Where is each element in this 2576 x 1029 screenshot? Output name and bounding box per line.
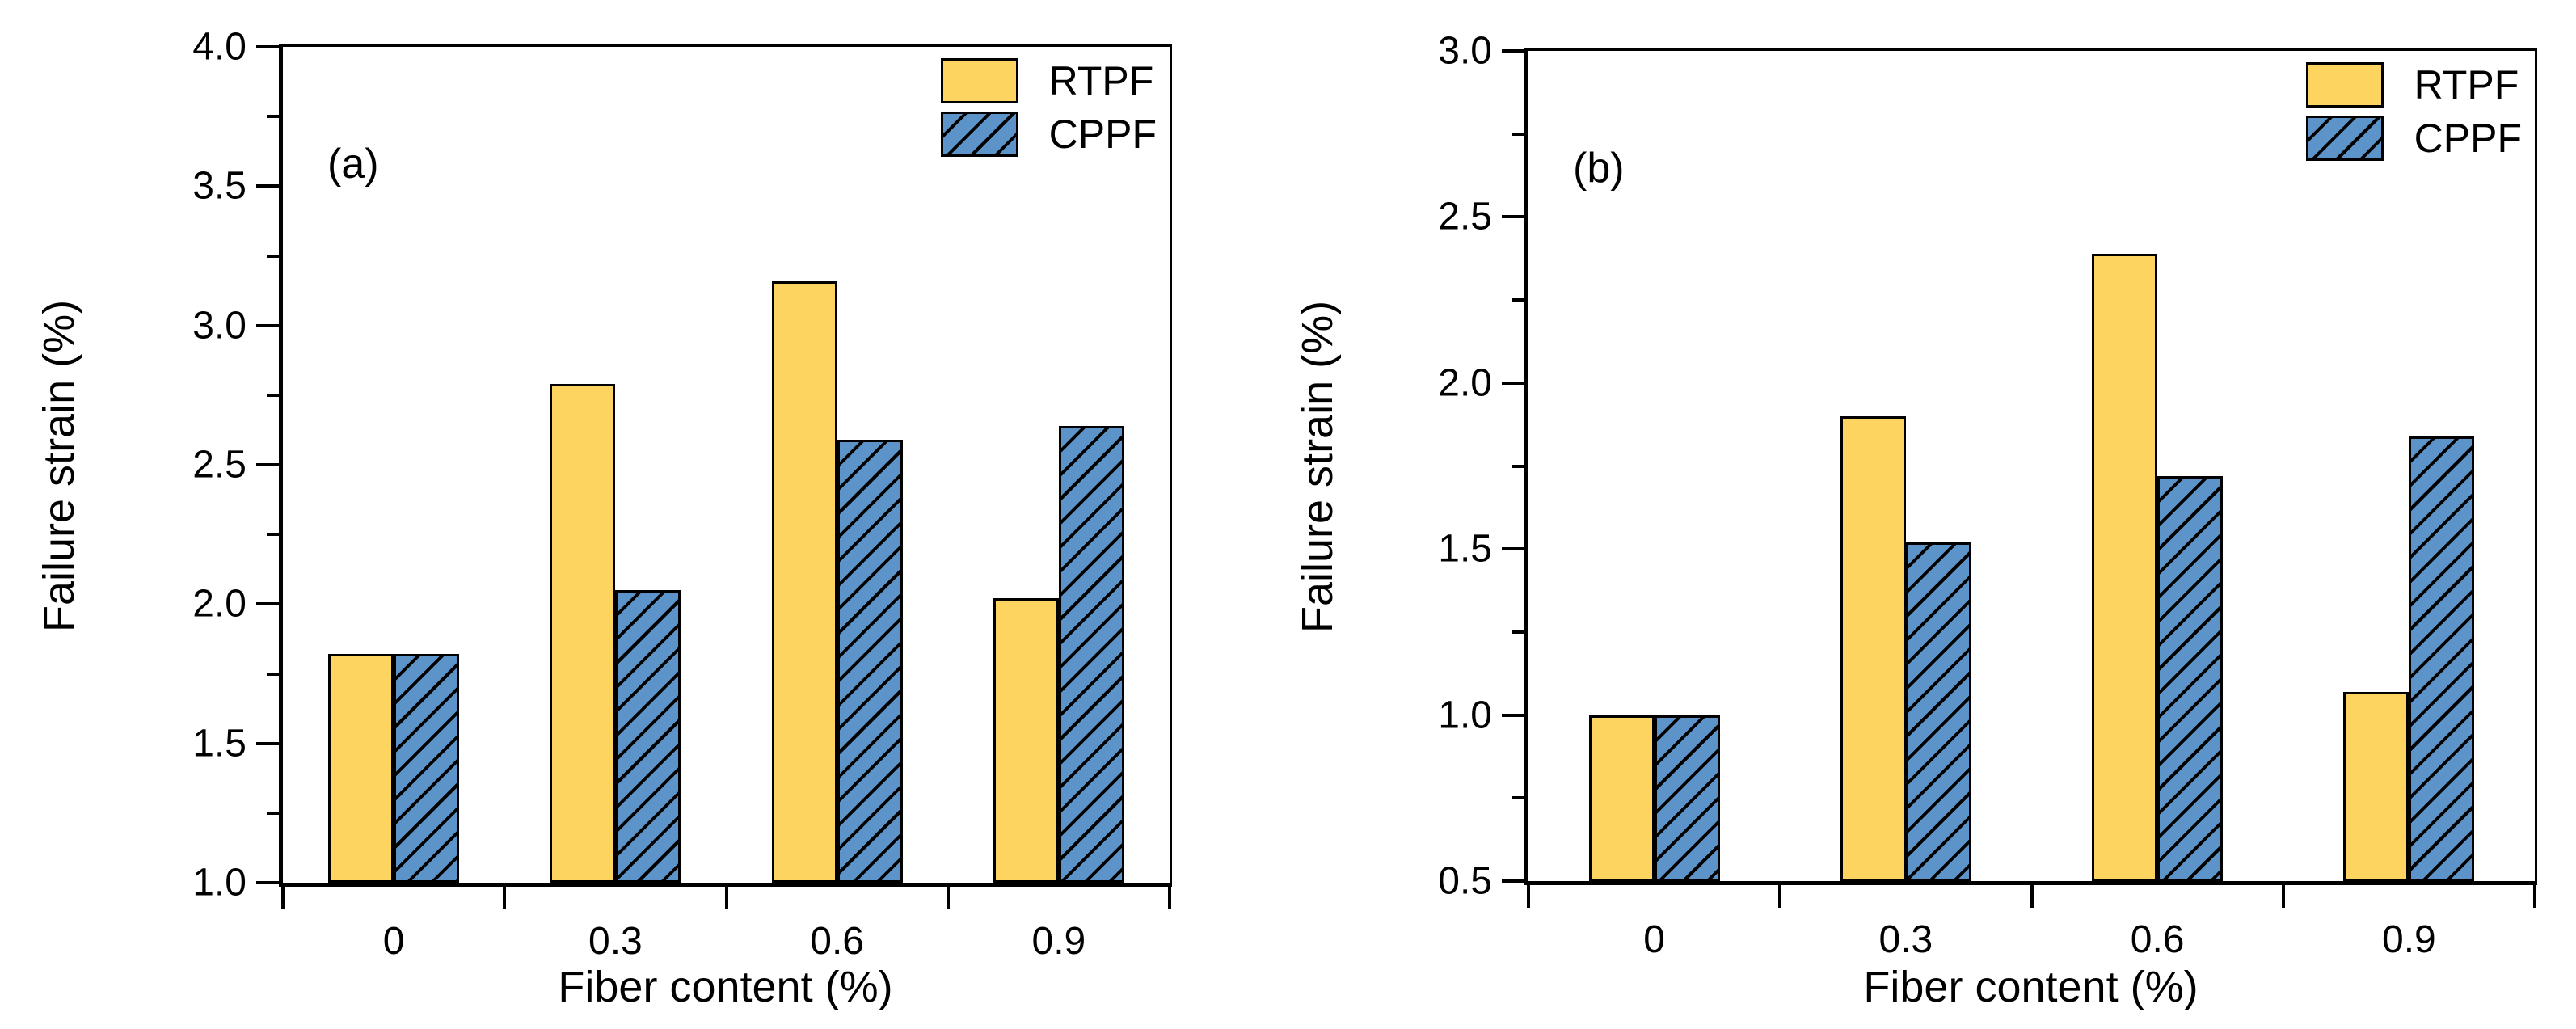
y-tick-minor bbox=[1512, 796, 1524, 800]
panel-label-a: (a) bbox=[327, 141, 379, 188]
legend-swatch-rtpf bbox=[2305, 62, 2384, 108]
x-tick-label: 0.3 bbox=[1878, 918, 1933, 961]
x-tick bbox=[724, 887, 728, 909]
x-axis-title: Fiber content (%) bbox=[1863, 963, 2199, 1011]
chart-panel-b: Failure strain (%) (b) RTPF CPPF 0.5 1.0 1… bbox=[1288, 0, 2576, 1029]
bar-cppf-0.6 bbox=[837, 439, 903, 883]
y-tick-label: 4.0 bbox=[192, 25, 247, 69]
legend-label-cppf: CPPF bbox=[2414, 116, 2522, 161]
y-tick-minor bbox=[267, 811, 279, 815]
x-tick bbox=[1778, 885, 1782, 908]
bar-cppf-0 bbox=[1654, 715, 1720, 881]
x-tick-label: 0.9 bbox=[1031, 920, 1086, 963]
x-tick bbox=[2281, 885, 2285, 908]
bar-rtpf-0.6 bbox=[771, 280, 837, 883]
bar-rtpf-0.3 bbox=[550, 384, 616, 883]
y-tick-minor bbox=[1512, 132, 1524, 136]
y-tick-label: 2.0 bbox=[192, 582, 247, 626]
y-tick-major bbox=[256, 463, 279, 466]
legend-item-cppf: CPPF bbox=[2305, 116, 2522, 161]
y-tick-major bbox=[256, 45, 279, 48]
bar-rtpf-0.3 bbox=[1840, 415, 1906, 881]
legend-label-rtpf: RTPF bbox=[1048, 58, 1154, 103]
y-tick-minor bbox=[267, 533, 279, 537]
y-tick-label: 2.5 bbox=[192, 443, 247, 487]
bar-cppf-0.3 bbox=[615, 590, 681, 883]
legend-a: RTPF CPPF bbox=[940, 58, 1157, 157]
legend-item-cppf: CPPF bbox=[940, 112, 1157, 157]
x-tick-label: 0 bbox=[1643, 918, 1665, 961]
y-tick-label: 0.5 bbox=[1438, 859, 1492, 903]
y-tick-major bbox=[1502, 215, 1524, 219]
y-tick-major bbox=[1502, 547, 1524, 551]
x-tick-label: 0.6 bbox=[810, 920, 864, 963]
bar-rtpf-0 bbox=[328, 654, 394, 883]
y-tick-major bbox=[256, 184, 279, 188]
bar-rtpf-0 bbox=[1588, 715, 1655, 881]
bar-cppf-0.9 bbox=[1058, 425, 1124, 883]
chart-panel-a: Failure strain (%) (a) RTPF CPPF 1.0 1.5 2… bbox=[35, 26, 1172, 1011]
legend-b: RTPF CPPF bbox=[2305, 62, 2522, 161]
bar-rtpf-0.9 bbox=[2343, 691, 2409, 881]
y-tick-major bbox=[256, 323, 279, 327]
legend-item-rtpf: RTPF bbox=[2305, 62, 2522, 108]
y-tick-minor bbox=[1512, 630, 1524, 634]
y-tick-major bbox=[1502, 879, 1524, 883]
y-tick-major bbox=[256, 602, 279, 606]
y-tick-major bbox=[1502, 49, 1524, 53]
y-tick-label: 1.5 bbox=[192, 722, 247, 765]
y-tick-minor bbox=[267, 115, 279, 119]
y-tick-label: 3.5 bbox=[192, 164, 247, 208]
bar-rtpf-0.6 bbox=[2092, 253, 2158, 881]
bar-cppf-0.6 bbox=[2157, 475, 2224, 881]
x-tick-label: 0.6 bbox=[2130, 918, 2185, 961]
plot-area-b: (b) RTPF CPPF 0.5 1.0 1.5 2.0 2.5 3.0 0 0.3 0.6 0… bbox=[1438, 30, 2537, 961]
y-axis-title: Failure strain (%) bbox=[1293, 300, 1342, 634]
x-tick-label: 0 bbox=[382, 920, 405, 963]
y-tick-major bbox=[1502, 713, 1524, 717]
legend-swatch-cppf bbox=[940, 112, 1018, 157]
y-tick-major bbox=[256, 881, 279, 884]
plot-area-a: (a) RTPF CPPF 1.0 1.5 2.0 2.5 3.0 3.5 4.0 0 0.3 0… bbox=[192, 26, 1172, 963]
y-tick-label: 1.0 bbox=[192, 861, 247, 905]
x-tick bbox=[946, 887, 950, 909]
legend-label-rtpf: RTPF bbox=[2414, 62, 2519, 108]
x-tick bbox=[281, 887, 285, 909]
y-axis-title: Failure strain (%) bbox=[35, 299, 83, 632]
x-tick bbox=[1527, 885, 1530, 908]
legend-item-rtpf: RTPF bbox=[940, 58, 1157, 103]
y-tick-label: 3.0 bbox=[192, 304, 247, 348]
y-tick-minor bbox=[267, 672, 279, 676]
y-tick-minor bbox=[1512, 464, 1524, 468]
y-tick-minor bbox=[1512, 298, 1524, 302]
y-tick-label: 2.0 bbox=[1438, 361, 1492, 405]
legend-swatch-cppf bbox=[2305, 116, 2384, 161]
x-axis-title: Fiber content (%) bbox=[558, 963, 893, 1011]
legend-swatch-rtpf bbox=[940, 58, 1018, 103]
panel-label-b: (b) bbox=[1573, 145, 1625, 192]
y-tick-label: 1.0 bbox=[1438, 694, 1492, 737]
y-tick-minor bbox=[267, 393, 279, 397]
legend-label-cppf: CPPF bbox=[1048, 112, 1157, 157]
x-tick-label: 0.9 bbox=[2382, 918, 2436, 961]
x-tick-label: 0.3 bbox=[588, 920, 643, 963]
y-tick-label: 3.0 bbox=[1438, 29, 1492, 73]
x-tick bbox=[1168, 887, 1171, 909]
bar-cppf-0.3 bbox=[1905, 542, 1971, 881]
y-tick-label: 2.5 bbox=[1438, 195, 1492, 238]
x-tick bbox=[2533, 885, 2536, 908]
y-tick-minor bbox=[267, 254, 279, 258]
bar-cppf-0 bbox=[394, 654, 460, 883]
y-tick-label: 1.5 bbox=[1438, 527, 1492, 571]
x-tick bbox=[2030, 885, 2034, 908]
y-tick-major bbox=[256, 741, 279, 745]
x-tick bbox=[503, 887, 507, 909]
y-tick-major bbox=[1502, 381, 1524, 385]
bar-rtpf-0.9 bbox=[993, 598, 1059, 883]
bar-cppf-0.9 bbox=[2409, 436, 2475, 881]
